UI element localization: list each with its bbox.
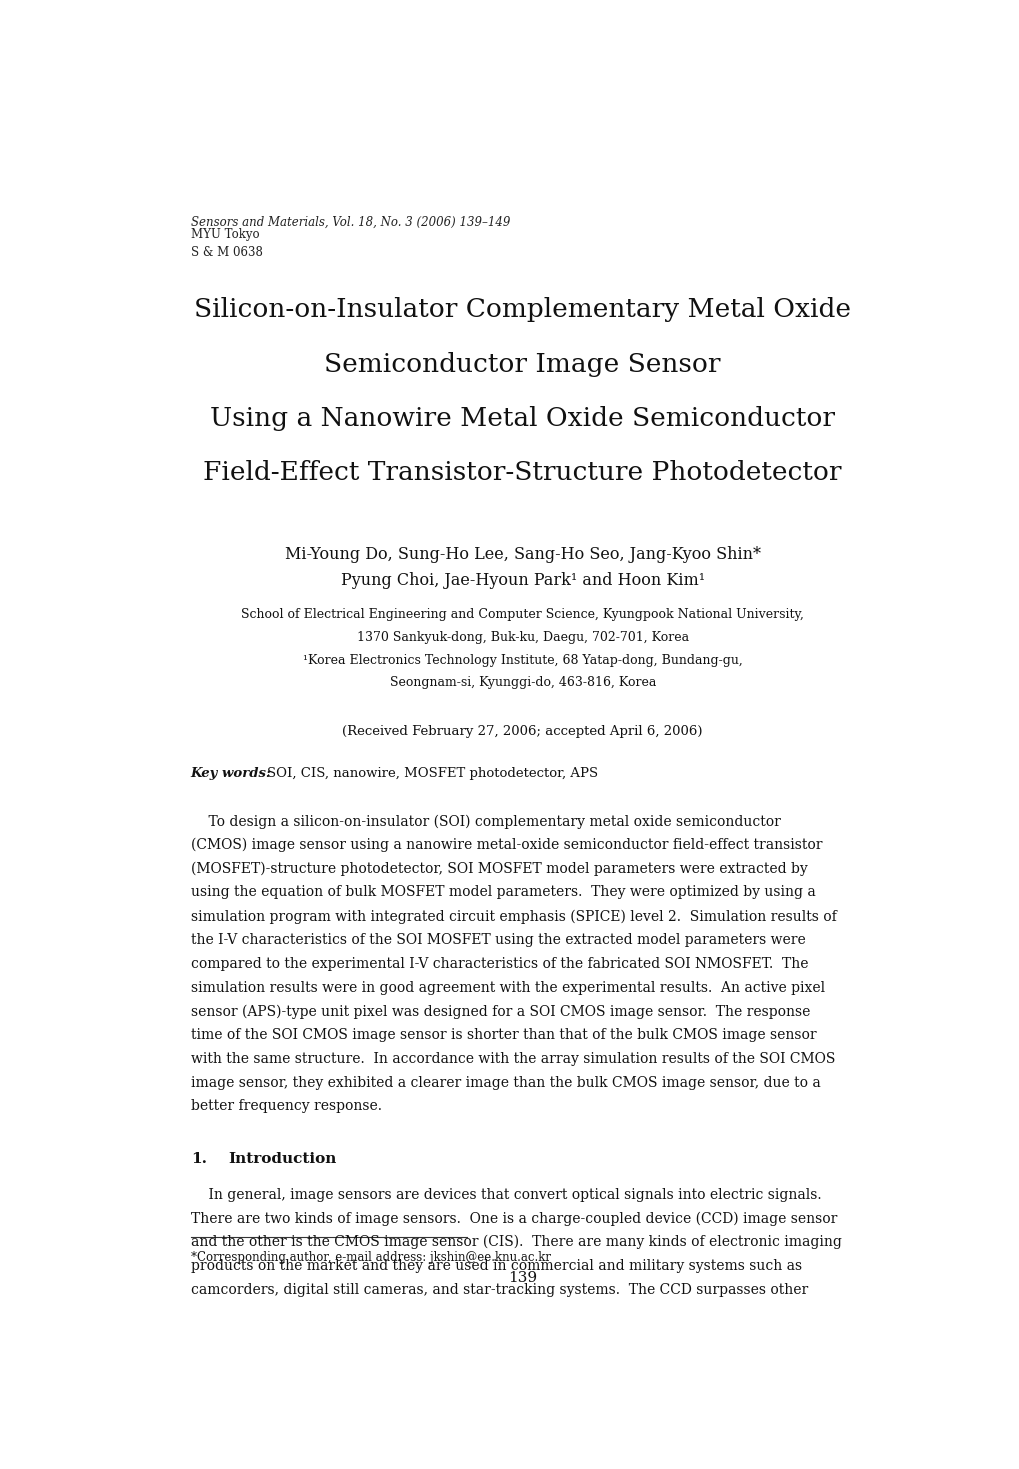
Text: SOI, CIS, nanowire, MOSFET photodetector, APS: SOI, CIS, nanowire, MOSFET photodetector…	[267, 767, 598, 780]
Text: Seongnam-si, Kyunggi-do, 463-816, Korea: Seongnam-si, Kyunggi-do, 463-816, Korea	[389, 676, 655, 689]
Text: Key words:: Key words:	[191, 767, 271, 780]
Text: Sensors and Materials, Vol. 18, No. 3 (2006) 139–149: Sensors and Materials, Vol. 18, No. 3 (2…	[191, 216, 510, 229]
Text: products on the market and they are used in commercial and military systems such: products on the market and they are used…	[191, 1259, 801, 1272]
Text: sensor (APS)-type unit pixel was designed for a SOI CMOS image sensor.  The resp: sensor (APS)-type unit pixel was designe…	[191, 1005, 809, 1018]
Text: image sensor, they exhibited a clearer image than the bulk CMOS image sensor, du: image sensor, they exhibited a clearer i…	[191, 1075, 819, 1090]
Text: Mi-Young Do, Sung-Ho Lee, Sang-Ho Seo, Jang-Kyoo Shin*: Mi-Young Do, Sung-Ho Lee, Sang-Ho Seo, J…	[284, 546, 760, 563]
Text: School of Electrical Engineering and Computer Science, Kyungpook National Univer: School of Electrical Engineering and Com…	[242, 608, 803, 621]
Text: 1.: 1.	[191, 1153, 207, 1166]
Text: using the equation of bulk MOSFET model parameters.  They were optimized by usin: using the equation of bulk MOSFET model …	[191, 886, 815, 899]
Text: MYU Tokyo: MYU Tokyo	[191, 228, 259, 241]
Text: 1370 Sankyuk-dong, Buk-ku, Daegu, 702-701, Korea: 1370 Sankyuk-dong, Buk-ku, Daegu, 702-70…	[357, 632, 688, 643]
Text: and the other is the CMOS image sensor (CIS).  There are many kinds of electroni: and the other is the CMOS image sensor (…	[191, 1235, 841, 1250]
Text: Using a Nanowire Metal Oxide Semiconductor: Using a Nanowire Metal Oxide Semiconduct…	[210, 405, 835, 430]
Text: simulation program with integrated circuit emphasis (SPICE) level 2.  Simulation: simulation program with integrated circu…	[191, 909, 836, 924]
Text: with the same structure.  In accordance with the array simulation results of the: with the same structure. In accordance w…	[191, 1052, 835, 1066]
Text: *Corresponding author, e-mail address: jkshin@ee.knu.ac.kr: *Corresponding author, e-mail address: j…	[191, 1252, 550, 1263]
Text: (CMOS) image sensor using a nanowire metal-oxide semiconductor field-effect tran: (CMOS) image sensor using a nanowire met…	[191, 837, 821, 852]
Text: Semiconductor Image Sensor: Semiconductor Image Sensor	[324, 351, 720, 376]
Text: Introduction: Introduction	[228, 1153, 336, 1166]
Text: (Received February 27, 2006; accepted April 6, 2006): (Received February 27, 2006; accepted Ap…	[342, 724, 702, 737]
Text: compared to the experimental I-V characteristics of the fabricated SOI NMOSFET. : compared to the experimental I-V charact…	[191, 956, 807, 971]
Text: time of the SOI CMOS image sensor is shorter than that of the bulk CMOS image se: time of the SOI CMOS image sensor is sho…	[191, 1028, 815, 1042]
Text: 139: 139	[507, 1271, 537, 1285]
Text: simulation results were in good agreement with the experimental results.  An act: simulation results were in good agreemen…	[191, 980, 824, 995]
Text: S & M 0638: S & M 0638	[191, 247, 262, 260]
Text: To design a silicon-on-insulator (SOI) complementary metal oxide semiconductor: To design a silicon-on-insulator (SOI) c…	[191, 814, 780, 829]
Text: Silicon-on-Insulator Complementary Metal Oxide: Silicon-on-Insulator Complementary Metal…	[194, 297, 851, 322]
Text: ¹Korea Electronics Technology Institute, 68 Yatap-dong, Bundang-gu,: ¹Korea Electronics Technology Institute,…	[303, 654, 742, 667]
Text: In general, image sensors are devices that convert optical signals into electric: In general, image sensors are devices th…	[191, 1187, 820, 1202]
Text: camcorders, digital still cameras, and star-tracking systems.  The CCD surpasses: camcorders, digital still cameras, and s…	[191, 1282, 807, 1297]
Text: Field-Effect Transistor-Structure Photodetector: Field-Effect Transistor-Structure Photod…	[204, 460, 841, 485]
Text: There are two kinds of image sensors.  One is a charge-coupled device (CCD) imag: There are two kinds of image sensors. On…	[191, 1212, 837, 1225]
Text: the I-V characteristics of the SOI MOSFET using the extracted model parameters w: the I-V characteristics of the SOI MOSFE…	[191, 933, 805, 948]
Text: (MOSFET)-structure photodetector, SOI MOSFET model parameters were extracted by: (MOSFET)-structure photodetector, SOI MO…	[191, 862, 807, 876]
Text: better frequency response.: better frequency response.	[191, 1099, 381, 1114]
Text: Pyung Choi, Jae-Hyoun Park¹ and Hoon Kim¹: Pyung Choi, Jae-Hyoun Park¹ and Hoon Kim…	[340, 571, 704, 589]
